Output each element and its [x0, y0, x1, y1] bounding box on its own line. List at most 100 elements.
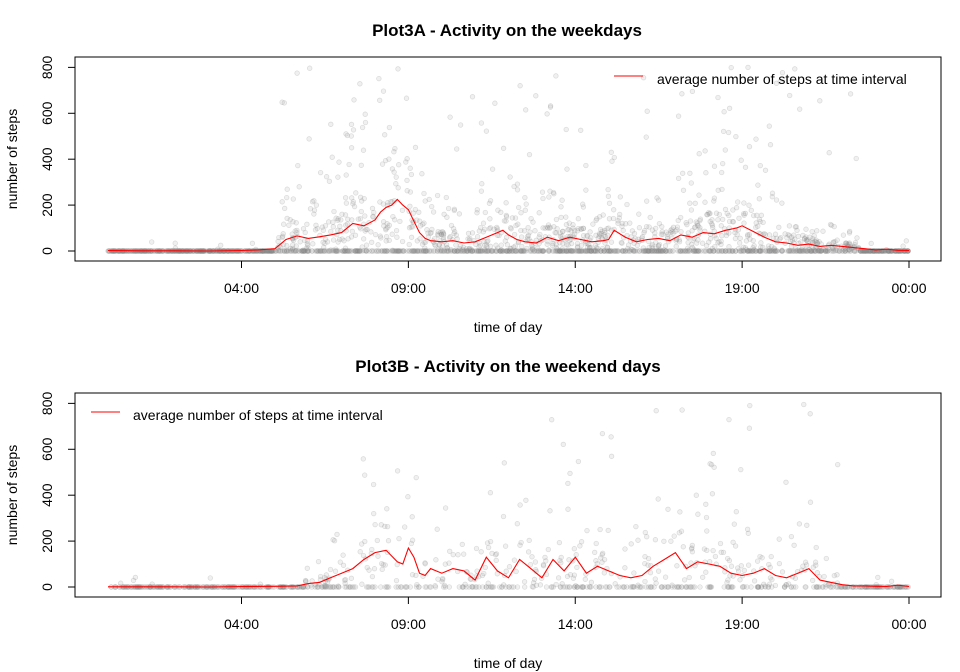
- plot-3a-scatter-point: [722, 248, 729, 254]
- plot-3a-scatter-point: [483, 248, 490, 254]
- plot-3a-scatter-point: [672, 228, 678, 234]
- plot-3b-scatter-point: [303, 578, 309, 584]
- plot-3b-scatter-point: [366, 567, 372, 573]
- plot-3b-scatter-point: [336, 584, 342, 590]
- plot-3a-scatter-point: [286, 222, 292, 228]
- plot-3b-scatter-point: [819, 584, 826, 590]
- plot-3a-scatter-point: [812, 248, 818, 254]
- plot-3a-scatter-point: [539, 189, 546, 195]
- plot-3a-x-tick-label: 00:00: [891, 280, 926, 296]
- plot-3a-scatter-point: [279, 199, 285, 205]
- plot-3b-scatter-point: [645, 555, 652, 562]
- plot-3a-scatter-point: [386, 124, 393, 131]
- plot-3b-scatter-point: [745, 530, 751, 536]
- plot-3a-scatter-point: [703, 248, 709, 254]
- plot-3a-scatter-point: [604, 248, 610, 254]
- plot-3b-scatter-point: [790, 584, 797, 590]
- plot-3a-scatter-point: [351, 97, 357, 103]
- plot-3a-scatter-point: [322, 223, 329, 229]
- plot-3a-scatter-point: [357, 81, 363, 87]
- plot-3a-scatter-point: [456, 211, 463, 217]
- plot-3a-scatter-point: [358, 162, 364, 168]
- plot-3a-scatter-point: [720, 128, 727, 135]
- plot-3a-scatter-point: [609, 248, 615, 254]
- plot-3b-scatter-point: [668, 538, 674, 544]
- plot-3a-scatter-point: [393, 227, 400, 234]
- plot-3b-scatter-point: [647, 584, 654, 590]
- plot-3a-scatter-point: [500, 248, 506, 254]
- plot-3b-scatter-point: [260, 584, 266, 590]
- plot-3a-scatter-point: [795, 248, 801, 254]
- plot-3b-scatter-point: [503, 584, 509, 590]
- plot-3a-scatter-point: [563, 248, 569, 254]
- plot-3b-scatter-point: [522, 584, 528, 590]
- plot-3a-scatter-point: [649, 245, 656, 251]
- plot-3b-scatter-point: [545, 546, 551, 553]
- plot-3b-scatter-point: [776, 536, 782, 542]
- plot-3a-scatter-point: [294, 227, 300, 234]
- plot-3a-scatter-point: [319, 224, 325, 230]
- plot-3a-scatter-point: [619, 220, 625, 227]
- plot-3a-scatter-point: [574, 245, 581, 251]
- plot-3a-scatter-point: [351, 203, 358, 210]
- plot-3a-scatter-point: [295, 162, 301, 169]
- plot-3a-scatter-point: [901, 248, 908, 254]
- plot-3b-scatter-point: [386, 584, 392, 590]
- plot-3b-scatter-point: [738, 466, 744, 473]
- plot-3a-scatter-point: [457, 243, 464, 249]
- plot-3a-scatter-point: [389, 231, 395, 237]
- plot-3b-scatter-point: [801, 401, 807, 408]
- plot-3a-scatter-point: [509, 248, 515, 254]
- plot-3b-scatter-point: [509, 584, 515, 590]
- plot-3a-scatter-point: [611, 248, 617, 254]
- plot-3a-scatter-point: [711, 228, 717, 234]
- plot-3a-scatter-point: [680, 187, 687, 193]
- plot-3a-scatter-point: [605, 186, 611, 193]
- plot-3a-scatter-point: [389, 247, 396, 253]
- plot-3a-scatter-point: [494, 224, 500, 231]
- plot-3a-scatter-point: [801, 236, 808, 242]
- plot-3a-scatter-point: [796, 248, 802, 254]
- plot-3b-scatter-point: [378, 522, 384, 528]
- plot-3a-scatter-point: [503, 214, 510, 220]
- plot-3b-scatter-point: [703, 569, 709, 575]
- plot-3a-scatter-point: [407, 189, 414, 195]
- plot-3a-scatter-point: [392, 145, 398, 152]
- plot-3a-scatter-point: [475, 248, 482, 254]
- plot-3a-scatter-point: [651, 248, 657, 254]
- plot-3b-scatter-point: [370, 481, 377, 488]
- plot-3a-scatter-point: [615, 248, 621, 254]
- plot-3a-scatter-point: [249, 240, 256, 246]
- plot-3a-scatter-point: [369, 248, 375, 254]
- plot-3b-scatter-point: [823, 555, 829, 562]
- plot-3a-scatter-point: [815, 247, 822, 253]
- plot-3b-scatter-point: [455, 552, 461, 558]
- plot-3a-scatter-point: [447, 234, 453, 240]
- plot-3a-scatter-point: [658, 231, 665, 237]
- plot-3b-scatter-point: [662, 574, 669, 580]
- plot-3a-scatter-point: [547, 188, 553, 194]
- plot-3a-scatter-point: [341, 248, 348, 254]
- plot-3a-y-axis-label: number of steps: [4, 109, 20, 209]
- plot-3b-scatter-point: [674, 584, 681, 590]
- plot-3a-scatter-point: [689, 88, 696, 95]
- plot-3a-scatter-point: [559, 248, 565, 254]
- plot-3a-scatter-point: [726, 230, 732, 236]
- plot-3b-scatter-point: [385, 538, 392, 544]
- plot-3a-scatter-point: [758, 240, 764, 246]
- plot-3b-scatter-point: [513, 568, 519, 575]
- plot-3b-scatter-point: [803, 584, 809, 590]
- plot-3a-scatter-point: [540, 248, 547, 254]
- plot-3a-scatter-point: [408, 234, 415, 240]
- plot-3b-scatter-point: [315, 558, 322, 565]
- plot-3a-scatter-point: [751, 247, 757, 253]
- plot-3a-scatter-point: [520, 248, 527, 254]
- plot-3b-scatter-point: [352, 584, 359, 590]
- plot-3a-scatter-point: [311, 211, 317, 217]
- plot-3b-scatter-point: [422, 584, 428, 590]
- plot-3a-scatter-point: [404, 156, 410, 162]
- plot-3b-scatter-point: [746, 425, 753, 431]
- plot-3a-scatter-point: [643, 134, 649, 140]
- plot-3a-scatter-point: [530, 244, 536, 250]
- plot-3a-scatter-point: [310, 241, 316, 247]
